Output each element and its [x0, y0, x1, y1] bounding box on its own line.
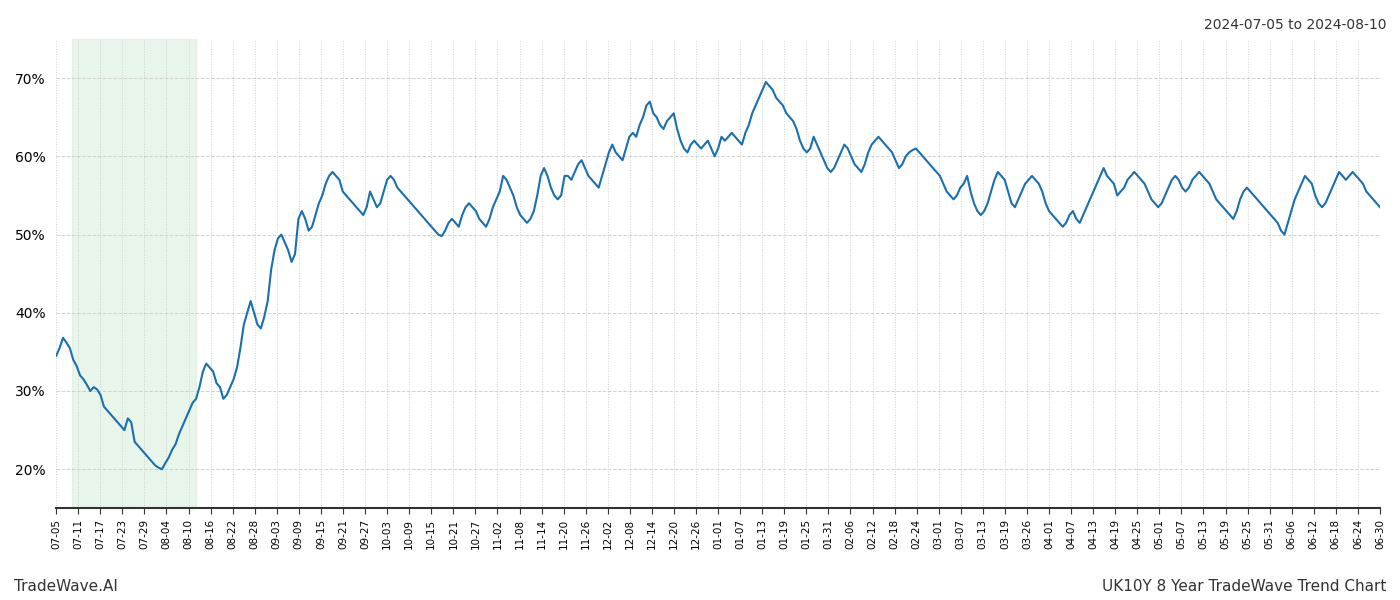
- Text: 2024-07-05 to 2024-08-10: 2024-07-05 to 2024-08-10: [1204, 18, 1386, 32]
- Text: TradeWave.AI: TradeWave.AI: [14, 579, 118, 594]
- Bar: [71, 39, 196, 508]
- Text: UK10Y 8 Year TradeWave Trend Chart: UK10Y 8 Year TradeWave Trend Chart: [1102, 579, 1386, 594]
